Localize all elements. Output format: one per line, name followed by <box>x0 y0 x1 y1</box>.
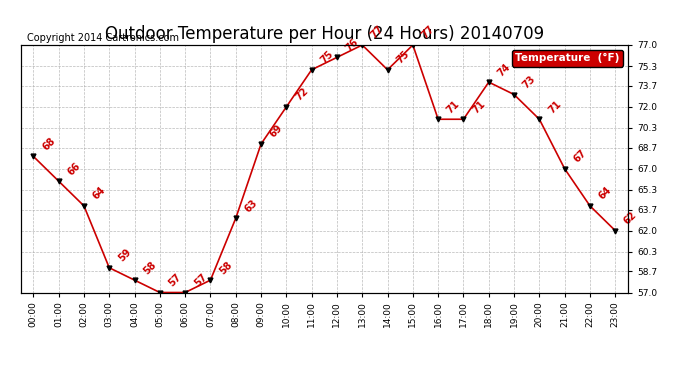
Text: 71: 71 <box>546 99 563 115</box>
Text: 74: 74 <box>495 62 512 78</box>
Text: 73: 73 <box>521 74 538 90</box>
Title: Outdoor Temperature per Hour (24 Hours) 20140709: Outdoor Temperature per Hour (24 Hours) … <box>105 26 544 44</box>
Text: 77: 77 <box>369 24 386 41</box>
Text: Copyright 2014 Cartronics.com: Copyright 2014 Cartronics.com <box>27 33 179 42</box>
Text: 63: 63 <box>243 198 259 214</box>
Text: 71: 71 <box>471 99 487 115</box>
Text: 66: 66 <box>66 160 82 177</box>
Text: 76: 76 <box>344 37 360 53</box>
Text: 77: 77 <box>420 24 436 41</box>
Text: 68: 68 <box>40 135 57 152</box>
Text: 75: 75 <box>319 49 335 66</box>
Text: 57: 57 <box>192 272 208 288</box>
Text: 69: 69 <box>268 123 284 140</box>
Text: 57: 57 <box>167 272 184 288</box>
Text: 67: 67 <box>571 148 588 165</box>
Text: 71: 71 <box>445 99 462 115</box>
Legend: Temperature  (°F): Temperature (°F) <box>512 50 622 66</box>
Text: 75: 75 <box>395 49 411 66</box>
Text: 58: 58 <box>141 259 158 276</box>
Text: 64: 64 <box>91 185 108 202</box>
Text: 72: 72 <box>293 86 310 103</box>
Text: 59: 59 <box>116 247 132 264</box>
Text: 64: 64 <box>597 185 613 202</box>
Text: 58: 58 <box>217 259 234 276</box>
Text: 62: 62 <box>622 210 639 226</box>
